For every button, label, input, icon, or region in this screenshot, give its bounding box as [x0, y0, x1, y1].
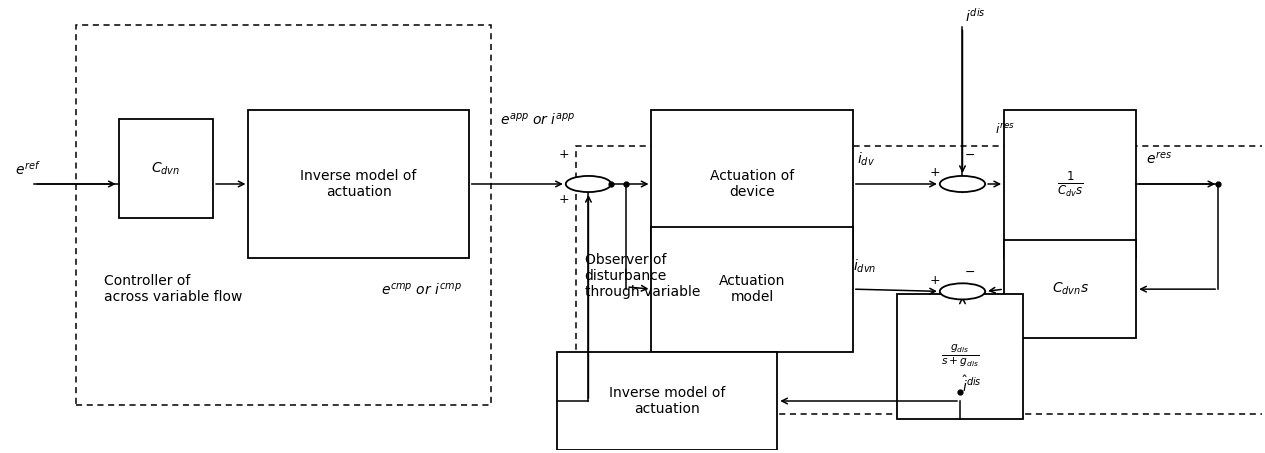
Text: $i_{dvn}$: $i_{dvn}$: [853, 258, 877, 275]
Text: Observer of
disturbance
through variable: Observer of disturbance through variable: [584, 252, 700, 299]
Text: $\frac{1}{C_{dv}s}$: $\frac{1}{C_{dv}s}$: [1056, 169, 1083, 199]
Text: $e^{res}$: $e^{res}$: [1146, 151, 1173, 167]
Text: $\hat{i}^{dis}$: $\hat{i}^{dis}$: [963, 375, 982, 395]
FancyBboxPatch shape: [119, 119, 213, 217]
Text: Controller of
across variable flow: Controller of across variable flow: [104, 274, 242, 304]
Text: $+$: $+$: [558, 149, 569, 161]
Text: $e^{ref}$: $e^{ref}$: [15, 159, 42, 177]
Text: Inverse model of
actuation: Inverse model of actuation: [608, 386, 725, 416]
Text: $i^{res}$: $i^{res}$: [996, 122, 1015, 137]
Text: $C_{dvn}s$: $C_{dvn}s$: [1051, 281, 1089, 297]
Text: $-$: $-$: [964, 149, 975, 161]
Text: $i_{dv}$: $i_{dv}$: [856, 151, 874, 168]
Text: $e^{cmp}$ or $i^{cmp}$: $e^{cmp}$ or $i^{cmp}$: [381, 281, 462, 297]
Text: $e^{app}$ or $i^{app}$: $e^{app}$ or $i^{app}$: [500, 112, 576, 128]
Text: Actuation of
device: Actuation of device: [710, 169, 794, 199]
Text: $+$: $+$: [558, 193, 569, 206]
FancyBboxPatch shape: [651, 226, 853, 352]
FancyBboxPatch shape: [1004, 110, 1136, 258]
FancyBboxPatch shape: [557, 352, 777, 450]
Text: $C_{dvn}$: $C_{dvn}$: [152, 160, 181, 177]
FancyBboxPatch shape: [897, 294, 1023, 419]
FancyBboxPatch shape: [1004, 240, 1136, 338]
Circle shape: [565, 176, 611, 192]
Text: $+$: $+$: [929, 274, 940, 287]
Circle shape: [940, 176, 985, 192]
Circle shape: [940, 283, 985, 299]
FancyBboxPatch shape: [248, 110, 469, 258]
Text: $i^{dis}$: $i^{dis}$: [965, 7, 985, 25]
FancyBboxPatch shape: [651, 110, 853, 258]
Text: Inverse model of
actuation: Inverse model of actuation: [300, 169, 416, 199]
Text: $-$: $-$: [964, 265, 975, 278]
Text: $+$: $+$: [929, 166, 940, 179]
Text: $\frac{g_{dis}}{s+g_{dis}}$: $\frac{g_{dis}}{s+g_{dis}}$: [941, 343, 979, 369]
Text: Actuation
model: Actuation model: [719, 274, 786, 304]
